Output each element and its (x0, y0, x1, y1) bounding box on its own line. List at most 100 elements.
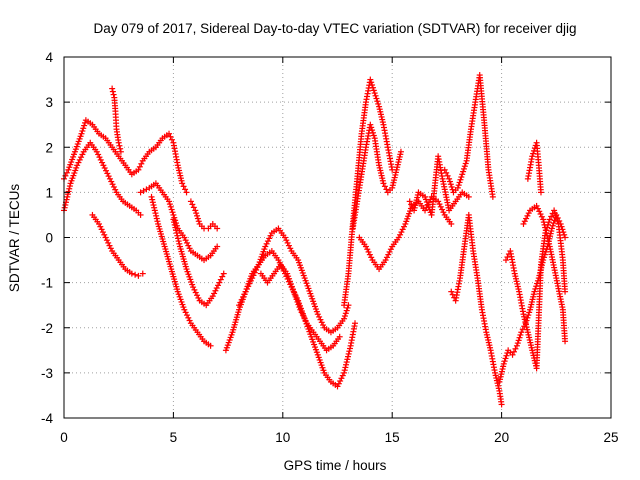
data-point (281, 234, 288, 241)
data-point (183, 312, 190, 319)
data-point (106, 242, 113, 249)
data-point (136, 163, 143, 170)
data-point (341, 369, 348, 376)
data-point (406, 198, 413, 205)
data-point (153, 215, 160, 222)
data-point (553, 215, 560, 222)
data-point (287, 245, 294, 252)
data-point (168, 136, 175, 143)
y-tick-label: -3 (41, 366, 53, 381)
data-point (439, 206, 446, 213)
data-point (459, 171, 466, 178)
data-point (369, 129, 376, 136)
data-point (503, 352, 510, 359)
data-point (275, 257, 282, 264)
data-point (285, 242, 292, 249)
data-point (440, 209, 447, 216)
data-point (518, 329, 525, 336)
data-point (446, 178, 453, 185)
data-point (525, 312, 532, 319)
data-point (213, 285, 220, 292)
data-point (80, 125, 87, 132)
data-point (489, 193, 496, 200)
data-point (154, 218, 161, 225)
data-point (562, 288, 569, 295)
data-point (173, 229, 180, 236)
data-point (96, 154, 103, 161)
data-point (166, 198, 173, 205)
x-tick-label: 25 (603, 430, 618, 445)
data-point (132, 271, 139, 278)
data-point (110, 183, 117, 190)
data-point (346, 348, 353, 355)
data-point (538, 213, 545, 220)
data-point (498, 401, 505, 408)
data-point (422, 207, 429, 214)
data-point (514, 340, 521, 347)
data-point (151, 204, 158, 211)
data-point (214, 225, 221, 232)
data-point (383, 186, 390, 193)
data-point (458, 174, 465, 181)
data-point (207, 342, 214, 349)
data-point (369, 84, 376, 91)
data-point (548, 225, 555, 232)
data-point (62, 202, 69, 209)
data-point (335, 380, 342, 387)
data-point (115, 139, 122, 146)
data-point (105, 239, 112, 246)
data-point (97, 223, 104, 230)
data-point (341, 315, 348, 322)
data-point (341, 313, 348, 320)
y-tick-label: -1 (41, 276, 53, 291)
data-point (457, 176, 464, 183)
data-point (267, 232, 274, 239)
data-points (61, 72, 569, 408)
data-point (343, 359, 350, 366)
data-point (537, 189, 544, 196)
data-point (176, 240, 183, 247)
data-point (510, 348, 517, 355)
data-point (369, 127, 376, 134)
y-tick-label: 4 (45, 50, 53, 65)
data-point (251, 269, 258, 276)
data-point (502, 257, 509, 264)
data-point (441, 166, 448, 173)
data-point (65, 188, 72, 195)
data-point (448, 220, 455, 227)
data-point (169, 209, 176, 216)
data-point (189, 201, 196, 208)
data-point (219, 273, 226, 280)
axis-ticks (63, 56, 612, 419)
data-point (195, 294, 202, 301)
data-point (148, 193, 155, 200)
data-point (185, 242, 192, 249)
data-point (337, 377, 344, 384)
data-point (554, 218, 561, 225)
data-point (209, 293, 216, 300)
data-point (562, 338, 569, 345)
data-point (63, 196, 70, 203)
data-point (79, 151, 86, 158)
data-point (99, 159, 106, 166)
data-point (401, 223, 408, 230)
data-point (66, 185, 73, 192)
data-point (191, 286, 198, 293)
data-point (61, 204, 68, 211)
data-point (382, 257, 389, 264)
data-point (100, 162, 107, 169)
data-point (102, 234, 109, 241)
data-point (101, 231, 108, 238)
data-point (263, 240, 270, 247)
data-point (531, 288, 538, 295)
data-point (454, 184, 461, 191)
data-point (81, 122, 88, 129)
data-point (179, 180, 186, 187)
data-point (385, 251, 392, 258)
data-point (175, 238, 182, 245)
y-tick-label: 1 (45, 185, 53, 200)
data-point (437, 203, 444, 210)
data-point (174, 235, 181, 242)
data-point (79, 128, 86, 135)
data-point (446, 175, 453, 182)
